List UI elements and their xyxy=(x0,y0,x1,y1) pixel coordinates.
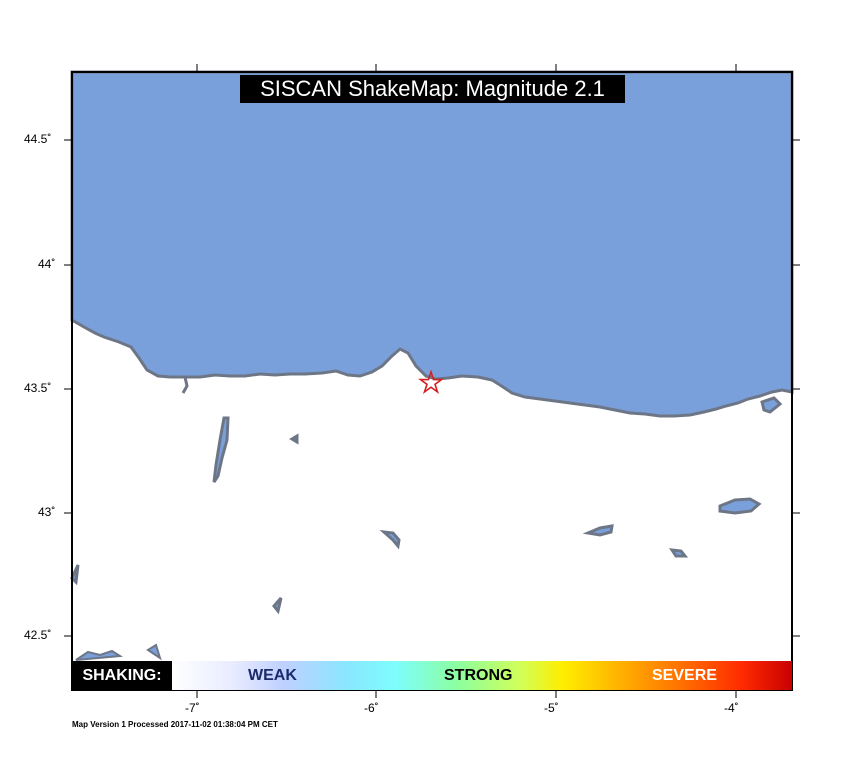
processing-footer: Map Version 1 Processed 2017-11-02 01:38… xyxy=(72,720,278,729)
lat-label-42-5: 42.5˚ xyxy=(24,628,52,642)
lat-label-44-5: 44.5˚ xyxy=(24,132,52,146)
lon-label-minus6: -6˚ xyxy=(364,701,379,715)
lon-label-minus7: -7˚ xyxy=(185,701,200,715)
reservoir-9 xyxy=(75,649,124,661)
legend-strong: STRONG xyxy=(444,667,513,684)
legend-weak: WEAK xyxy=(248,667,297,684)
reservoir-3 xyxy=(379,529,401,550)
lat-label-43-5: 43.5˚ xyxy=(24,381,52,395)
legend-severe: SEVERE xyxy=(652,667,717,684)
legend-label: SHAKING: xyxy=(72,661,172,690)
reservoir-2 xyxy=(289,433,299,445)
reservoir-5 xyxy=(718,497,762,515)
reservoir-6 xyxy=(668,548,689,558)
lat-ticks xyxy=(64,139,800,637)
reservoir-1 xyxy=(212,416,230,483)
estuary xyxy=(760,396,783,414)
lon-label-minus5: -5˚ xyxy=(544,701,559,715)
map-title: SISCAN ShakeMap: Magnitude 2.1 xyxy=(240,75,625,103)
lat-label-43: 43˚ xyxy=(38,505,56,519)
legend-color-bar xyxy=(172,661,792,690)
lon-label-minus4: -4˚ xyxy=(724,701,739,715)
reservoir-7 xyxy=(272,597,283,615)
reservoir-10 xyxy=(146,643,162,661)
sea-area xyxy=(70,70,794,418)
map-border xyxy=(71,71,793,691)
lat-label-44: 44˚ xyxy=(38,257,56,271)
lon-ticks xyxy=(196,64,737,698)
epicenter-star-icon xyxy=(418,369,444,394)
reservoir-4 xyxy=(582,524,614,537)
river-mouth xyxy=(181,376,189,394)
shaking-legend: SHAKING: WEAK STRONG SEVERE xyxy=(72,661,792,690)
reservoir-8 xyxy=(70,564,80,586)
